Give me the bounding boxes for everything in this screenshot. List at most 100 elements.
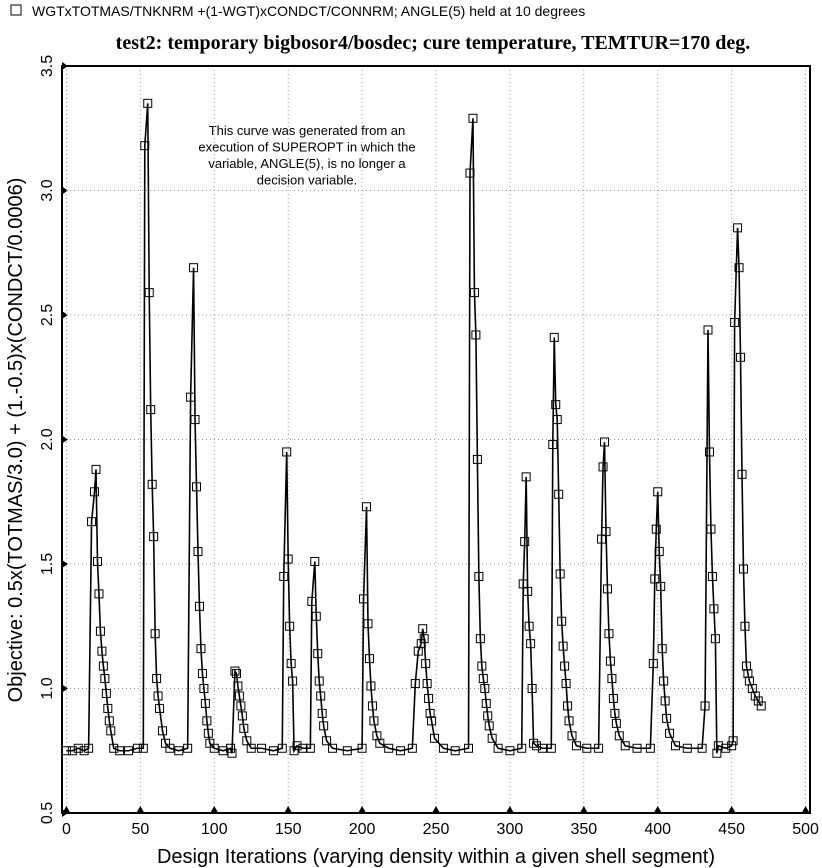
data-point	[73, 743, 83, 753]
data-point	[407, 743, 417, 753]
data-point	[424, 693, 434, 703]
data-point	[475, 634, 485, 644]
data-point	[218, 746, 228, 756]
y-tick-label: 2.5	[39, 304, 56, 326]
data-point	[357, 743, 367, 753]
data-point	[106, 726, 116, 736]
data-point	[548, 439, 558, 449]
data-point	[709, 604, 719, 614]
data-point	[277, 743, 287, 753]
data-point	[138, 743, 148, 753]
data-point	[190, 415, 200, 425]
data-point	[620, 741, 630, 751]
data-point	[721, 743, 731, 753]
data-point	[104, 716, 114, 726]
data-point	[700, 701, 710, 711]
data-point	[532, 741, 542, 751]
data-point	[582, 743, 592, 753]
data-point	[598, 462, 608, 472]
data-point	[738, 564, 748, 574]
data-point	[362, 502, 372, 512]
data-point	[94, 589, 104, 599]
data-point	[554, 489, 564, 499]
data-point	[558, 641, 568, 651]
x-tick-mark	[801, 806, 810, 813]
data-point	[529, 738, 539, 748]
data-point	[654, 547, 664, 557]
data-point	[132, 743, 142, 753]
data-point	[744, 676, 754, 686]
data-point	[233, 681, 243, 691]
data-point	[84, 743, 94, 753]
data-line	[66, 103, 762, 754]
chart-title: test2: temporary bigbosor4/bosdec; cure …	[116, 32, 751, 54]
data-point	[430, 733, 440, 743]
data-point	[100, 674, 110, 684]
data-point	[367, 701, 377, 711]
data-point	[712, 748, 722, 758]
data-point	[289, 746, 299, 756]
data-point	[268, 746, 278, 756]
data-point	[650, 574, 660, 584]
data-point	[146, 405, 156, 415]
data-point	[97, 646, 107, 656]
data-point	[61, 746, 71, 756]
data-point	[713, 741, 723, 751]
data-point	[316, 691, 326, 701]
data-point	[237, 711, 247, 721]
y-tick-label: 2.0	[39, 428, 56, 450]
data-point	[143, 98, 153, 108]
data-point	[124, 746, 134, 756]
data-point	[209, 743, 219, 753]
data-point	[602, 584, 612, 594]
x-tick-label: 250	[423, 821, 450, 838]
data-point	[605, 656, 615, 666]
data-point	[364, 654, 374, 664]
data-point	[505, 746, 515, 756]
data-point	[319, 721, 329, 731]
data-point	[418, 624, 428, 634]
data-point	[645, 743, 655, 753]
data-point	[487, 733, 497, 743]
data-point	[659, 676, 669, 686]
data-point	[292, 741, 302, 751]
data-point	[422, 679, 432, 689]
data-point	[662, 713, 672, 723]
data-point	[92, 557, 102, 567]
data-point	[257, 743, 267, 753]
data-point	[416, 639, 426, 649]
data-point	[202, 716, 212, 726]
data-point	[203, 728, 213, 738]
data-point	[610, 708, 620, 718]
data-point	[183, 743, 193, 753]
data-point	[564, 716, 574, 726]
data-point	[101, 688, 111, 698]
data-point	[703, 325, 713, 335]
x-tick-mark	[62, 806, 71, 813]
annotation-line: variable, ANGLE(5), is no longer a	[208, 156, 406, 171]
data-point	[372, 731, 382, 741]
data-point	[468, 113, 478, 123]
data-point	[561, 679, 571, 689]
data-point	[736, 352, 746, 362]
data-point	[601, 527, 611, 537]
data-point	[95, 626, 105, 636]
data-point	[560, 661, 570, 671]
data-point	[285, 621, 295, 631]
data-point	[153, 691, 163, 701]
data-point	[730, 317, 740, 327]
legend-marker	[10, 4, 22, 16]
data-point	[227, 748, 237, 758]
y-axis-label: Objective: 0.5x(TOTMAS/3.0) + (1.-0.5)x(…	[5, 178, 27, 703]
x-tick-label: 50	[131, 821, 149, 838]
data-point	[517, 743, 527, 753]
data-point	[753, 696, 763, 706]
data-point	[152, 674, 162, 684]
data-point	[651, 524, 661, 534]
data-point	[192, 482, 202, 492]
data-point	[375, 738, 385, 748]
data-point	[737, 469, 747, 479]
data-point	[727, 741, 737, 751]
data-point	[477, 661, 487, 671]
